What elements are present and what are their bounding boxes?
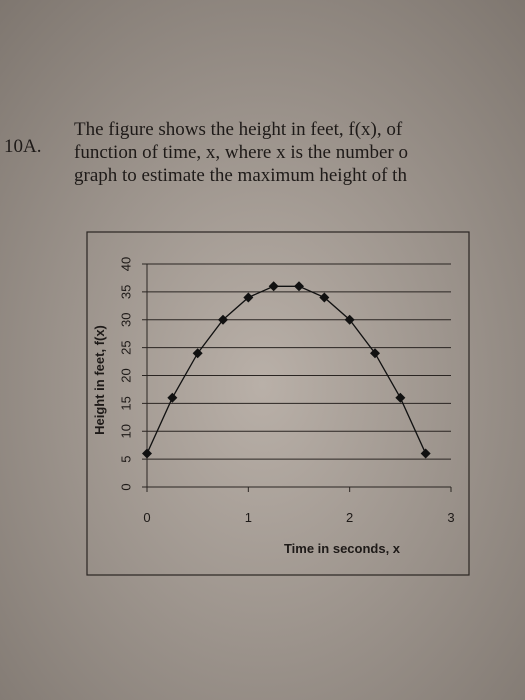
data-point: [344, 314, 355, 325]
y-tick-label: 15: [118, 396, 133, 410]
problem-text: The figure shows the height in feet, f(x…: [74, 119, 403, 140]
data-point: [420, 448, 431, 459]
data-point: [319, 292, 330, 303]
data-point: [268, 281, 279, 292]
problem-number: 10A.: [4, 136, 41, 157]
x-tick-label: 3: [447, 510, 454, 525]
data-point: [142, 448, 152, 459]
data-point: [243, 292, 254, 303]
line-series: [146, 285, 427, 454]
data-point: [192, 348, 203, 359]
x-axis-title: Time in seconds, x: [284, 541, 401, 556]
y-tick-label: 40: [118, 257, 133, 271]
y-tick-label: 10: [118, 424, 133, 438]
y-tick-label: 25: [118, 340, 133, 354]
y-tick-label: 5: [118, 456, 133, 463]
data-point: [294, 281, 304, 292]
y-axis-title: Height in feet, f(x): [92, 325, 107, 435]
y-tick-label: 20: [118, 368, 133, 382]
x-tick-label: 0: [143, 510, 150, 525]
x-tick-label: 1: [245, 510, 252, 525]
y-tick-label: 30: [118, 313, 133, 327]
problem-text: function of time, x, where x is the numb…: [74, 142, 408, 163]
data-point: [218, 314, 228, 325]
chart-frame: [86, 231, 470, 576]
y-tick-label: 35: [118, 285, 133, 299]
data-point: [395, 392, 406, 403]
problem-text: graph to estimate the maximum height of …: [74, 165, 407, 186]
data-point: [370, 348, 380, 359]
data-point: [167, 392, 178, 403]
x-tick-label: 2: [346, 510, 353, 525]
y-tick-label: 0: [118, 483, 133, 490]
